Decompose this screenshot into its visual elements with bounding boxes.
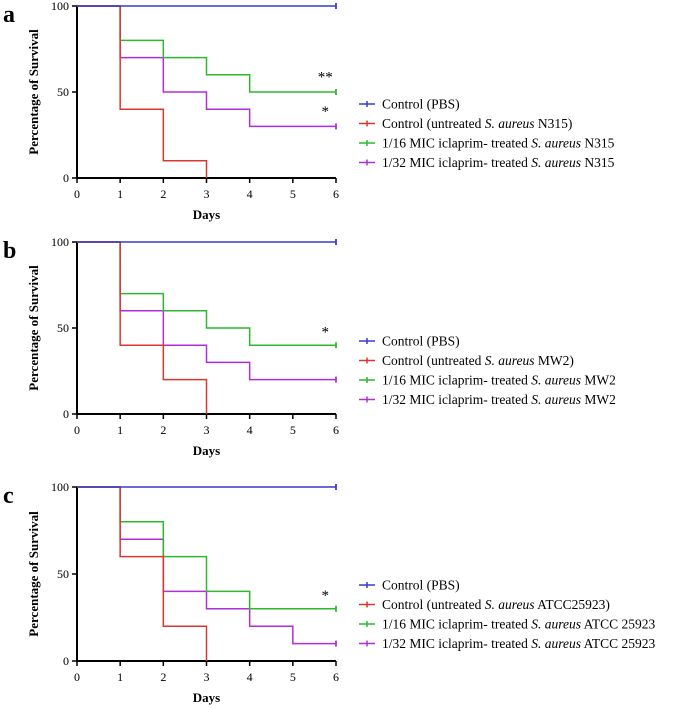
panel-c-x-tick-label: 0	[74, 670, 80, 684]
panel-c-x-tick-label: 4	[247, 670, 253, 684]
panel-a-x-axis-title: Days	[193, 207, 220, 222]
panel-b-legend-entry-1: Control (untreated S. aureus MW2)	[382, 353, 574, 368]
panel-c-legend-entry-3: 1/32 MIC iclaprim- treated S. aureus ATC…	[382, 636, 655, 651]
panel-a-y-axis-title: Percentage of Survival	[26, 29, 41, 155]
panel-b-x-tick-label: 3	[204, 423, 210, 437]
panel-a-x-tick-label: 6	[333, 187, 339, 201]
panel-c-x-tick-label: 3	[204, 670, 210, 684]
panel-a-panel-letter: a	[3, 2, 15, 28]
panel-c-y-tick-label: 0	[63, 654, 69, 668]
panel-b-legend-entry-3: 1/32 MIC iclaprim- treated S. aureus MW2	[382, 392, 616, 407]
panel-c-x-tick-label: 1	[117, 670, 123, 684]
panel-a-x-tick-label: 1	[117, 187, 123, 201]
panel-b-significance-annotation: *	[321, 325, 329, 341]
panel-a-x-tick-label: 2	[160, 187, 166, 201]
panel-c-x-tick-label: 2	[160, 670, 166, 684]
panel-c-legend-entry-2: 1/16 MIC iclaprim- treated S. aureus ATC…	[382, 617, 655, 632]
panel-b-y-tick-label: 0	[63, 407, 69, 421]
panel-a-x-tick-label: 0	[74, 187, 80, 201]
panel-b-x-axis-title: Days	[193, 443, 220, 458]
panel-a-legend-entry-2: 1/16 MIC iclaprim- treated S. aureus N31…	[382, 136, 615, 151]
panel-a-series-line-2	[77, 5, 336, 93]
panel-a-legend-entry-0: Control (PBS)	[382, 97, 460, 112]
panel-c-legend-entry-1: Control (untreated S. aureus ATCC25923)	[382, 597, 610, 612]
panel-c-y-tick-label: 50	[57, 567, 69, 581]
panel-b-x-tick-label: 0	[74, 423, 80, 437]
panel-a-y-tick-label: 50	[57, 85, 69, 99]
panel-b-y-axis-title: Percentage of Survival	[26, 265, 41, 391]
panel-b-x-tick-label: 4	[247, 423, 253, 437]
panel-b-x-tick-label: 6	[333, 423, 339, 437]
panel-b-legend-entry-2: 1/16 MIC iclaprim- treated S. aureus MW2	[382, 373, 616, 388]
panel-a-x-tick-label: 5	[290, 187, 296, 201]
panel-c-panel-letter: c	[3, 483, 14, 509]
panel-c-x-tick-label: 5	[290, 670, 296, 684]
panel-b-series-line-2	[77, 241, 336, 346]
panel-c-y-tick-label: 100	[51, 480, 69, 494]
panel-a-x-tick-label: 3	[204, 187, 210, 201]
panel-b-x-tick-label: 5	[290, 423, 296, 437]
panel-c-x-tick-label: 6	[333, 670, 339, 684]
panel-c-significance-annotation: *	[321, 588, 329, 604]
panel-b-panel-letter: b	[3, 238, 16, 264]
panel-b-y-tick-label: 100	[51, 235, 69, 249]
panel-b-x-tick-label: 1	[117, 423, 123, 437]
panel-c-series-line-2	[77, 486, 336, 610]
panel-a-legend-entry-3: 1/32 MIC iclaprim- treated S. aureus N31…	[382, 155, 615, 170]
panel-b-legend-entry-0: Control (PBS)	[382, 334, 460, 349]
panel-a-y-tick-label: 100	[51, 0, 69, 13]
panel-a-significance-annotation: **	[318, 70, 333, 86]
panel-a-x-tick-label: 4	[247, 187, 253, 201]
panel-b-x-tick-label: 2	[160, 423, 166, 437]
panel-a-y-tick-label: 0	[63, 171, 69, 185]
panel-a-significance-annotation: *	[321, 104, 329, 120]
panel-c-series-line-1	[77, 486, 208, 661]
panel-a-legend-entry-1: Control (untreated S. aureus N315)	[382, 116, 572, 131]
panel-c-legend-entry-0: Control (PBS)	[382, 578, 460, 593]
panel-b-y-tick-label: 50	[57, 321, 69, 335]
panel-c-y-axis-title: Percentage of Survival	[26, 511, 41, 637]
panel-c-x-axis-title: Days	[193, 690, 220, 705]
panel-b-series-line-1	[77, 241, 208, 414]
